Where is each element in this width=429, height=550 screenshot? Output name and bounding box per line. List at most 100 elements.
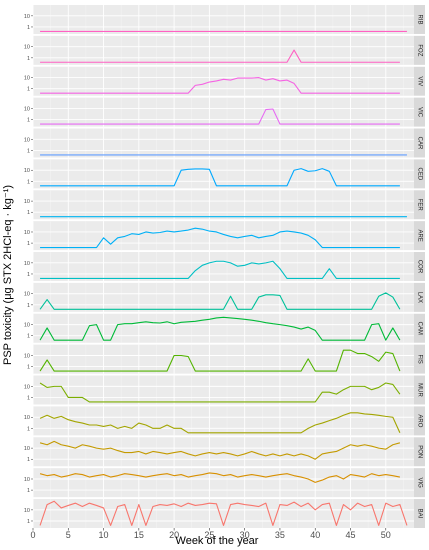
y-tick-label: 1 (27, 457, 30, 463)
panel-background (33, 221, 414, 251)
facet-strip-label: VIG (417, 477, 423, 488)
x-tick-label: 15 (134, 530, 144, 540)
facet-strip-label: CAR (417, 137, 423, 150)
series-line-cor (40, 260, 400, 279)
y-tick-label: 1 (27, 148, 30, 154)
facet-panel-ced: 1 10 CED (24, 159, 425, 189)
facet-panel-car: 1 10 CAR (24, 128, 425, 158)
panel-background (33, 468, 414, 498)
panel-background (33, 252, 414, 281)
facet-strip-label: ARO (417, 414, 423, 427)
x-tick-label: 45 (345, 530, 355, 540)
facet-panel-pon: 1 10 PON (24, 437, 425, 467)
facet-strip (414, 375, 425, 405)
facet-strip (414, 190, 425, 220)
y-tick-label: 10 (24, 384, 30, 390)
facet-strip (414, 499, 425, 528)
y-tick-label: 1 (27, 210, 30, 216)
facet-panel-rib: 1 10 RIB (24, 5, 425, 34)
x-axis: 0 5 10 15 20 25 30 35 40 45 50 (30, 528, 391, 540)
x-tick-label: 10 (99, 530, 109, 540)
y-tick-label: 1 (27, 488, 30, 494)
y-tick-label: 1 (27, 272, 30, 278)
facet-panel-foz: 1 10 FOZ (24, 35, 425, 65)
facet-panel-vic: 1 10 VIC (24, 97, 425, 127)
y-tick-label: 1 (27, 179, 30, 185)
facet-strip (414, 282, 425, 312)
y-tick-label: 10 (24, 323, 30, 329)
y-tick-label: 1 (27, 395, 30, 401)
facet-strip-label: COR (417, 260, 423, 274)
y-tick-label: 1 (27, 87, 30, 93)
x-tick-label: 25 (204, 530, 214, 540)
facet-panel-vig: 1 10 VIG (24, 468, 425, 498)
y-tick-label: 10 (24, 106, 30, 112)
panel-background (33, 190, 414, 220)
panel-background (33, 5, 414, 34)
facet-strip-label: LAX (417, 292, 423, 303)
x-axis-title: Week of the year (176, 535, 259, 547)
y-tick-label: 1 (27, 365, 30, 371)
x-tick-label: 35 (275, 530, 285, 540)
series-line-lax (39, 292, 401, 310)
series-line-bai (39, 500, 408, 526)
facet-strip (414, 97, 425, 127)
y-tick-label: 1 (27, 426, 30, 432)
series-line-ced (40, 168, 400, 187)
y-tick-label: 10 (24, 415, 30, 421)
facet-panel-lax: 1 10 LAX (24, 282, 425, 312)
facet-panel-fis: 1 10 FIS (24, 344, 425, 374)
series-line-pon (39, 440, 401, 460)
y-tick-label: 10 (24, 477, 30, 483)
series-line-fis (39, 349, 401, 372)
facet-strip (414, 128, 425, 158)
panel-background (33, 128, 414, 158)
facet-strip (414, 344, 425, 374)
series-line-aro (39, 412, 401, 434)
facet-strip-label: PON (417, 445, 423, 458)
facet-strip (414, 221, 425, 251)
y-tick-label: 10 (24, 168, 30, 174)
x-tick-label: 40 (310, 530, 320, 540)
x-tick-label: 30 (240, 530, 250, 540)
panel-background (33, 159, 414, 189)
y-tick-label: 10 (24, 14, 30, 20)
y-tick-label: 1 (27, 241, 30, 247)
series-line-cam (39, 316, 401, 341)
series-line-vig (39, 472, 400, 483)
facet-strip-label: CED (417, 168, 423, 181)
panel-background (33, 375, 414, 405)
facet-strip-label: CAM (417, 322, 423, 335)
facet-strip (414, 313, 425, 343)
y-tick-label: 10 (24, 45, 30, 51)
facet-strip (414, 437, 425, 467)
series-line-vic (40, 108, 400, 125)
facet-strip-label: MUR (417, 383, 423, 397)
facet-strip-label: RIB (417, 14, 423, 24)
y-tick-label: 1 (27, 56, 30, 62)
y-tick-label: 10 (24, 292, 30, 298)
facet-strip (414, 5, 425, 34)
facet-strip (414, 66, 425, 96)
facet-strip-label: VIV (417, 76, 423, 86)
y-tick-label: 1 (27, 519, 30, 525)
panel-background (33, 344, 414, 374)
panel-background (33, 313, 414, 343)
y-tick-label: 1 (27, 303, 30, 309)
facet-panel-bai: 1 10 BAI (24, 499, 425, 528)
facet-strip-label: ARE (417, 229, 423, 241)
y-tick-label: 10 (24, 230, 30, 236)
panel-background (33, 282, 414, 312)
facet-strip-label: BAI (417, 509, 423, 519)
y-tick-label: 10 (24, 508, 30, 514)
facet-strip (414, 159, 425, 189)
facet-panel-aro: 1 10 ARO (24, 406, 425, 436)
x-tick-label: 0 (30, 530, 35, 540)
y-tick-label: 10 (24, 137, 30, 143)
x-tick-label: 20 (169, 530, 179, 540)
x-tick-label: 50 (381, 530, 391, 540)
y-tick-label: 10 (24, 446, 30, 452)
facet-panel-cor: 1 10 COR (24, 252, 425, 281)
y-tick-label: 10 (24, 199, 30, 205)
